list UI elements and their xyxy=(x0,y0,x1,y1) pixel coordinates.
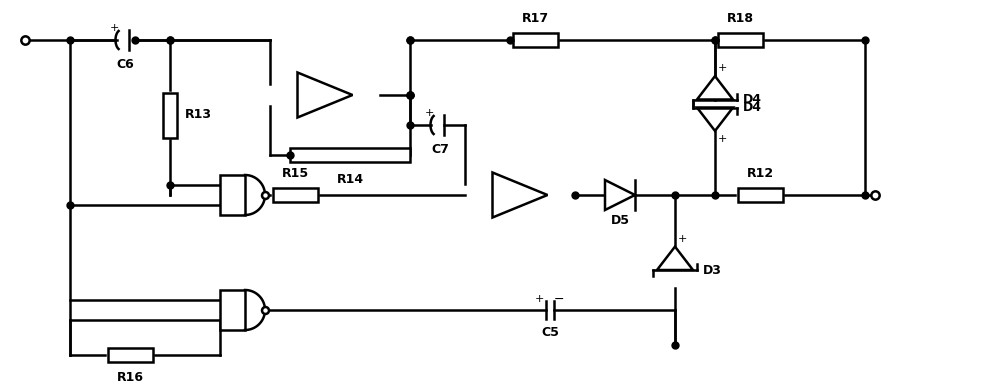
Text: +: + xyxy=(718,134,727,144)
Text: R15: R15 xyxy=(281,167,309,180)
Text: −: − xyxy=(492,200,503,213)
Bar xyxy=(272,188,318,202)
Text: IC6: IC6 xyxy=(219,303,241,317)
Polygon shape xyxy=(697,108,733,131)
Text: R14: R14 xyxy=(336,173,364,186)
Text: −: − xyxy=(223,314,234,326)
Text: −: − xyxy=(297,100,308,113)
Text: R18: R18 xyxy=(726,12,754,25)
Polygon shape xyxy=(492,172,548,218)
Text: P2: P2 xyxy=(316,89,334,101)
Text: −: − xyxy=(554,292,564,305)
Text: +: + xyxy=(718,63,727,73)
Text: R16: R16 xyxy=(116,371,144,384)
Text: D5: D5 xyxy=(610,214,630,227)
Bar xyxy=(290,148,410,162)
Text: IC5: IC5 xyxy=(219,188,241,202)
Polygon shape xyxy=(657,246,693,270)
Bar xyxy=(108,348,152,362)
Bar xyxy=(512,33,558,47)
Text: R13: R13 xyxy=(185,108,212,122)
Text: P3: P3 xyxy=(511,188,529,202)
Text: C5: C5 xyxy=(541,326,559,339)
Text: −: − xyxy=(223,199,234,211)
Text: +: + xyxy=(109,23,119,33)
Text: D4: D4 xyxy=(743,101,762,114)
Text: D3: D3 xyxy=(703,264,722,277)
Text: D4: D4 xyxy=(743,93,762,106)
Text: +: + xyxy=(298,79,307,89)
Text: +: + xyxy=(493,179,502,189)
Polygon shape xyxy=(298,73,352,117)
Polygon shape xyxy=(697,76,733,99)
Text: +: + xyxy=(678,234,687,244)
Bar xyxy=(220,175,245,215)
Text: R12: R12 xyxy=(746,167,774,180)
Text: C6: C6 xyxy=(116,58,134,71)
Text: +: + xyxy=(424,108,434,118)
Text: +: + xyxy=(223,295,232,305)
Bar xyxy=(163,92,177,138)
Bar xyxy=(738,188,782,202)
Text: +: + xyxy=(534,294,544,304)
Text: +: + xyxy=(223,180,232,190)
Text: R17: R17 xyxy=(521,12,549,25)
Bar xyxy=(718,33,763,47)
Bar xyxy=(220,290,245,330)
Polygon shape xyxy=(605,180,635,210)
Text: C7: C7 xyxy=(431,143,449,156)
